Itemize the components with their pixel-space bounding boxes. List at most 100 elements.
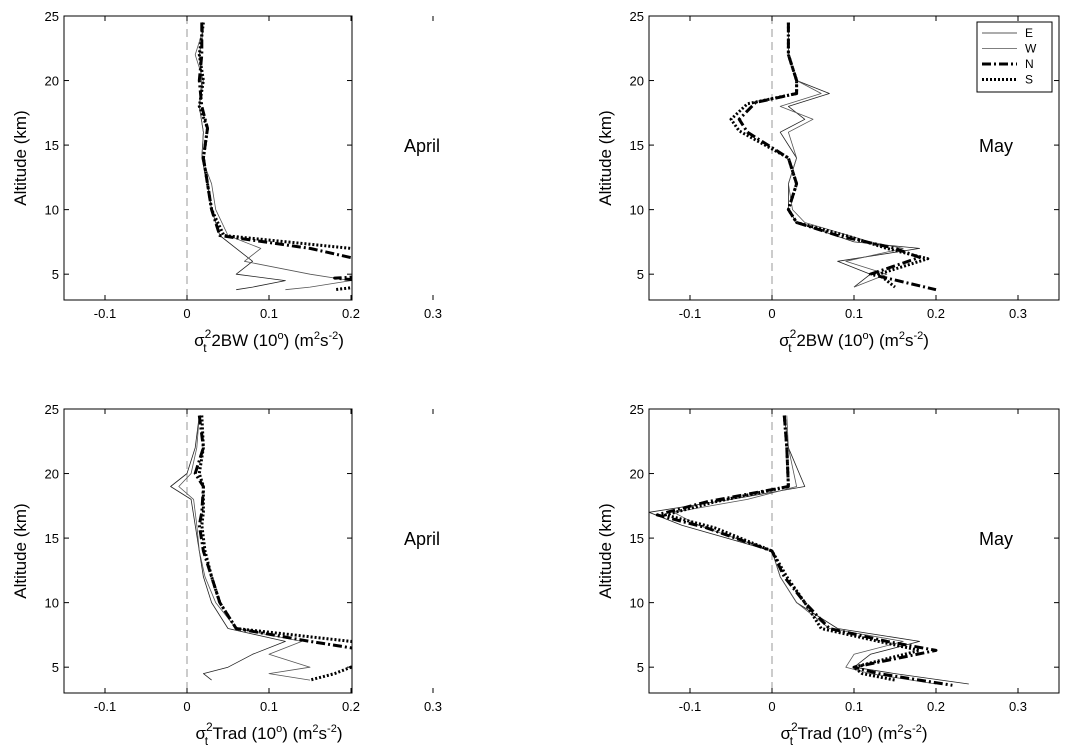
x-axis-label-part: σ	[196, 724, 207, 743]
y-tick-label: 5	[637, 267, 644, 282]
x-axis-label-part: )	[337, 724, 343, 743]
x-axis-label-part: Trad (10	[793, 724, 861, 743]
series-line-E	[649, 415, 969, 685]
x-tick-label: 0.1	[260, 699, 278, 714]
y-tick-label: 15	[45, 138, 59, 153]
y-tick-label: 5	[52, 660, 59, 675]
x-axis-label-part: t	[205, 734, 209, 748]
x-axis-label-part: s	[905, 331, 914, 350]
x-tick-label: 0.3	[1009, 699, 1027, 714]
legend-box	[976, 21, 1053, 93]
x-tick-label: 0.2	[927, 306, 945, 321]
x-tick-label: 0.1	[845, 699, 863, 714]
x-axis-label-part: 2BW (10	[792, 331, 863, 350]
series-line-N	[655, 415, 953, 687]
x-axis-label-part: o	[862, 330, 868, 342]
month-annotation: May	[979, 136, 1013, 156]
month-annotation: May	[979, 529, 1013, 549]
x-axis-label-part: σ	[781, 724, 792, 743]
x-tick-label: 0.1	[845, 306, 863, 321]
series-group	[649, 415, 969, 687]
legend-label-W: W	[1025, 42, 1037, 56]
y-tick-label: 10	[630, 203, 644, 218]
series-line-W	[673, 415, 937, 685]
axes-frame	[63, 408, 353, 694]
x-tick-label: -0.1	[94, 306, 116, 321]
x-axis-label-part: t	[790, 734, 794, 748]
y-tick-label: 5	[637, 660, 644, 675]
series-line-E	[198, 28, 286, 291]
x-tick-label: 0	[183, 699, 190, 714]
legend-label-E: E	[1025, 26, 1033, 40]
series-group	[729, 22, 937, 292]
x-tick-label: 0	[768, 306, 775, 321]
chart-panel-3: 5 10 15 20 25 -0.1 0 0.1 0.2 0.3 Altitude (km) σ2 t …	[11, 402, 442, 748]
x-axis-label-part: )	[923, 331, 929, 350]
x-axis-label-part: s	[319, 724, 328, 743]
x-axis-label-part: 2	[312, 723, 318, 735]
x-axis-label-part: t	[203, 341, 207, 355]
month-annotation: April	[404, 136, 440, 156]
series-line-E	[170, 415, 286, 681]
x-tick-label: 0.1	[260, 306, 278, 321]
x-axis-label-part: 2	[314, 330, 320, 342]
series-line-S	[197, 22, 352, 292]
y-tick-label: 15	[630, 531, 644, 546]
y-tick-label: 20	[630, 74, 644, 89]
y-tick-label: 10	[630, 596, 644, 611]
x-axis-label-part: )	[922, 724, 928, 743]
x-axis-label-part: 2	[899, 330, 905, 342]
y-tick-label: 10	[45, 203, 59, 218]
y-tick-label: 25	[630, 402, 644, 417]
series-line-N	[197, 22, 352, 282]
x-axis-label-part: )	[338, 331, 344, 350]
x-axis-label: σ2 t 2BW (10o) (m2s-2)	[194, 327, 344, 355]
x-axis-label-part: 2	[790, 327, 797, 341]
y-tick-label: 5	[52, 267, 59, 282]
series-line-S	[663, 415, 922, 682]
x-axis-label-part: o	[277, 330, 283, 342]
y-tick-label: 10	[45, 596, 59, 611]
series-line-W	[194, 28, 352, 291]
y-tick-label: 15	[45, 531, 59, 546]
x-axis-label-part: 2	[897, 723, 903, 735]
x-axis-label-part: 2	[791, 720, 798, 734]
x-axis-label: σ2 t Trad (10o) (m2s-2)	[781, 720, 928, 748]
x-tick-label: 0.3	[1009, 306, 1027, 321]
series-group	[170, 415, 352, 682]
x-axis-label-part: t	[788, 341, 792, 355]
series-line-N	[737, 22, 937, 292]
x-axis-label-part: σ	[779, 331, 790, 350]
y-tick-label: 20	[45, 74, 59, 89]
x-axis-label-part: 2	[205, 327, 212, 341]
y-tick-label: 15	[630, 138, 644, 153]
series-line-S	[729, 22, 930, 289]
y-tick-label: 25	[45, 9, 59, 24]
chart-panel-1: 5 10 15 20 25 -0.1 0 0.1 0.2 0.3 Altitude (km) σ2 t …	[11, 9, 442, 355]
x-axis-label-part: 2	[206, 720, 213, 734]
legend-label-N: N	[1025, 57, 1034, 71]
x-tick-label: 0.2	[342, 306, 360, 321]
x-axis-label-part: o	[861, 723, 867, 735]
x-axis-label-part: -2	[912, 723, 922, 735]
x-tick-label: 0.3	[424, 306, 442, 321]
y-tick-label: 20	[630, 467, 644, 482]
x-axis-label-part: ) (m	[284, 331, 314, 350]
x-tick-label: -0.1	[679, 306, 701, 321]
y-axis-label: Altitude (km)	[596, 110, 615, 205]
x-tick-label: 0.2	[927, 699, 945, 714]
x-axis-label: σ2 t 2BW (10o) (m2s-2)	[779, 327, 929, 355]
series-line-N	[193, 415, 352, 669]
legend-label-S: S	[1025, 73, 1033, 87]
y-axis-label: Altitude (km)	[11, 110, 30, 205]
series-group	[194, 22, 352, 292]
x-tick-label: -0.1	[679, 699, 701, 714]
x-axis-label-part: ) (m	[282, 724, 312, 743]
x-axis-label-part: ) (m	[869, 331, 899, 350]
month-annotation: April	[404, 529, 440, 549]
y-tick-label: 25	[45, 402, 59, 417]
x-tick-label: -0.1	[94, 699, 116, 714]
x-axis-label-part: -2	[328, 330, 338, 342]
